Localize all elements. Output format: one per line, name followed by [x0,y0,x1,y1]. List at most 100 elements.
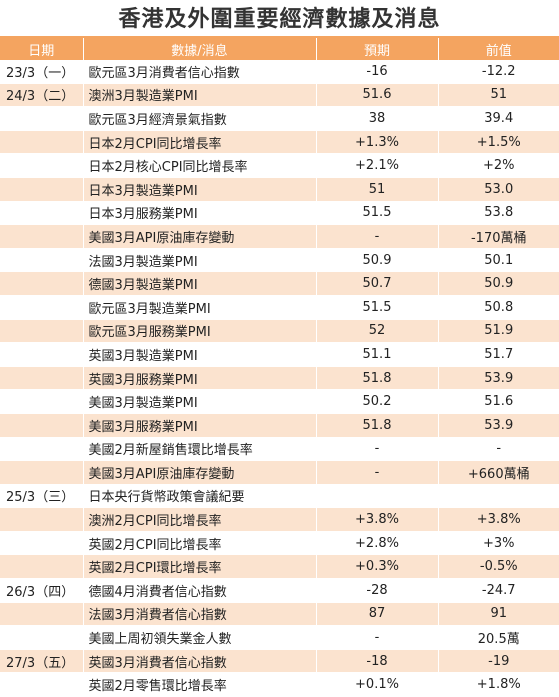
cell-expected: 51.5 [315,295,438,320]
cell-previous: -0.5% [437,554,559,580]
table-row: 24/3（二） 澳洲3月製造業PMI 51.6 51 [0,83,559,108]
cell-item: 英國2月CPI同比增長率 [82,531,316,556]
cell-date [0,437,83,462]
cell-expected: 51 [315,177,438,202]
cell-item: 美國上周初領失業金人數 [82,625,316,650]
header-item: 數據/消息 [82,38,316,60]
cell-date [0,389,83,414]
cell-previous: -24.7 [437,578,559,603]
table-row: 英國3月服務業PMI 51.8 53.9 [0,366,559,391]
cell-item: 法國3月消費者信心指數 [82,602,316,627]
cell-expected: 52 [315,319,438,344]
cell-item: 日本央行貨幣政策會議紀要 [82,484,316,509]
cell-previous: +2% [437,153,559,178]
table-header-row: 日期 數據/消息 預期 前值 [0,38,559,60]
cell-item: 日本3月製造業PMI [82,177,316,202]
table-row: 法國3月製造業PMI 50.9 50.1 [0,248,559,273]
cell-previous: 50.8 [437,295,559,320]
cell-date [0,201,83,226]
cell-expected: -18 [315,649,438,674]
cell-previous: +3.8% [437,507,559,532]
cell-previous: 53.9 [437,413,559,438]
table-row: 日本3月製造業PMI 51 53.0 [0,177,559,202]
cell-date [0,271,83,296]
cell-item: 美國3月API原油庫存變動 [82,460,316,485]
table-row: 德國3月製造業PMI 50.7 50.9 [0,271,559,296]
cell-previous: 53.9 [437,366,559,391]
cell-date [0,531,83,556]
cell-expected: +2.8% [315,531,438,556]
table-row: 歐元區3月經濟景氣指數 38 39.4 [0,106,559,131]
cell-previous: +3% [437,531,559,556]
cell-expected: 50.2 [315,389,438,414]
cell-expected: +1.3% [315,130,438,155]
cell-date [0,366,83,391]
cell-item: 美國3月服務業PMI [82,413,316,438]
table-row: 美國3月服務業PMI 51.8 53.9 [0,413,559,438]
cell-item: 英國3月消費者信心指數 [82,649,316,674]
cell-item: 日本2月核心CPI同比增長率 [82,153,316,178]
cell-expected: 51.8 [315,366,438,391]
cell-item: 澳洲3月製造業PMI [82,83,316,108]
cell-previous [437,484,559,509]
cell-previous: 51.9 [437,319,559,344]
cell-item: 英國3月製造業PMI [82,342,316,367]
economic-data-table: 日期 數據/消息 預期 前值 23/3（一） 歐元區3月消費者信心指數 -16 -12… [0,38,559,697]
cell-expected: 51.1 [315,342,438,367]
cell-date [0,153,83,178]
cell-date [0,342,83,367]
cell-expected [315,484,438,509]
table-row: 日本2月CPI同比增長率 +1.3% +1.5% [0,130,559,155]
cell-expected: -28 [315,578,438,603]
cell-item: 德國4月消費者信心指數 [82,578,316,603]
cell-expected: 50.7 [315,271,438,296]
cell-expected: - [315,437,438,462]
table-row: 25/3（三） 日本央行貨幣政策會議紀要 [0,484,559,509]
table-row: 26/3（四） 德國4月消費者信心指數 -28 -24.7 [0,578,559,603]
header-date: 日期 [0,38,83,60]
table-row: 英國3月製造業PMI 51.1 51.7 [0,342,559,367]
table-row: 歐元區3月製造業PMI 51.5 50.8 [0,295,559,320]
cell-date: 27/3（五） [0,649,83,674]
cell-item: 歐元區3月經濟景氣指數 [82,106,316,131]
cell-expected: 51.8 [315,413,438,438]
cell-date: 26/3（四） [0,578,83,603]
cell-previous: 39.4 [437,106,559,131]
cell-item: 英國2月CPI環比增長率 [82,554,316,580]
cell-date: 24/3（二） [0,83,83,108]
table-row: 美國上周初領失業金人數 -20.5萬 [0,625,559,650]
cell-previous: 50.1 [437,248,559,273]
cell-item: 日本2月CPI同比增長率 [82,130,316,155]
cell-expected: - [315,460,438,485]
table-row: 美國3月API原油庫存變動 - -170萬桶 [0,224,559,249]
cell-date [0,224,83,249]
cell-item: 澳洲2月CPI同比增長率 [82,507,316,532]
cell-expected: 50.9 [315,248,438,273]
cell-previous: 91 [437,602,559,627]
cell-date [0,295,83,320]
table-row: 27/3（五） 英國3月消費者信心指數 -18 -19 [0,649,559,674]
cell-previous: +660萬桶 [437,460,559,485]
cell-previous: -19 [437,649,559,674]
cell-date [0,602,83,627]
table-row: 美國2月新屋銷售環比增長率 - - [0,437,559,462]
cell-item: 歐元區3月服務業PMI [82,319,316,344]
cell-previous: 50.9 [437,271,559,296]
table-row: 法國3月消費者信心指數 87 91 [0,602,559,627]
cell-date [0,460,83,485]
header-expected: 預期 [315,38,438,60]
cell-item: 美國3月API原油庫存變動 [82,224,316,249]
table-row: 歐元區3月服務業PMI 52 51.9 [0,319,559,344]
page-title: 香港及外圍重要經濟數據及消息 [0,0,559,38]
table-row: 英國2月CPI同比增長率 +2.8% +3% [0,531,559,556]
cell-date [0,413,83,438]
cell-previous: 51.7 [437,342,559,367]
table-row: 美國3月製造業PMI 50.2 51.6 [0,389,559,414]
cell-expected: -16 [315,60,438,84]
cell-previous: 53.8 [437,201,559,226]
table-row: 23/3（一） 歐元區3月消費者信心指數 -16 -12.2 [0,60,559,84]
cell-expected: +0.1% [315,672,438,697]
cell-previous: 51.6 [437,389,559,414]
cell-date [0,106,83,131]
